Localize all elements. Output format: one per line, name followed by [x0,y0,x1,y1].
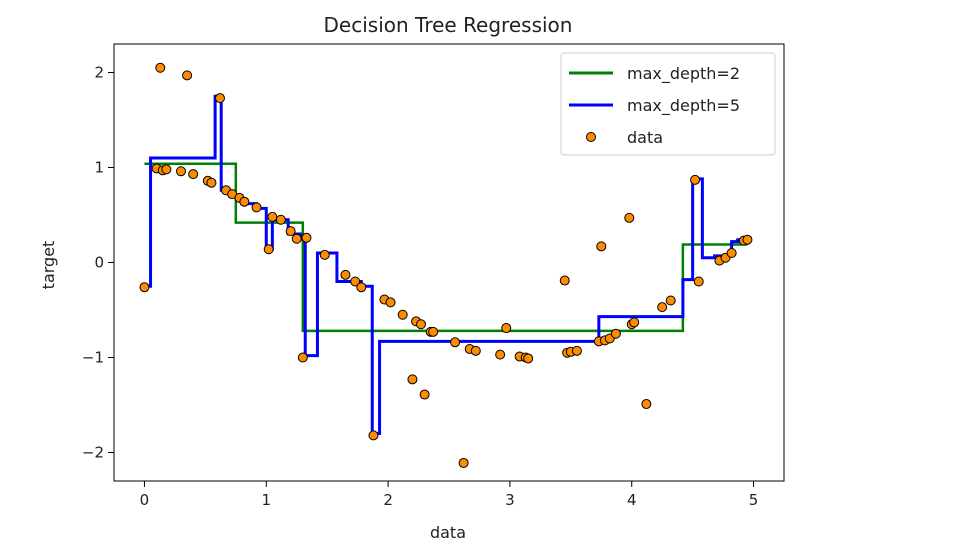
y-tick-label: 1 [94,159,104,177]
data-point [267,211,278,222]
data-point [596,241,607,252]
data-point [188,169,199,180]
data-point [263,244,274,255]
data-point [182,70,193,81]
data-point [176,166,186,177]
data-point [297,352,308,363]
legend-label-max-depth-5: max_depth=5 [627,96,740,116]
data-point [251,202,262,213]
data-point [641,399,652,410]
data-point [726,248,737,258]
y-axis-ticks: −2 −1 0 1 2 [82,64,114,462]
data-point [301,232,312,243]
data-point [624,212,635,223]
data-point [470,345,481,356]
data-point [139,282,150,293]
data-point [356,282,367,293]
data-point [458,457,469,468]
data-point [495,349,506,360]
x-tick-label: 3 [505,491,515,509]
data-point [742,234,753,245]
series-line-max-depth-2 [144,162,748,333]
data-point [428,326,439,337]
y-tick-label: 2 [94,64,104,82]
data-point [657,302,668,313]
x-tick-label: 4 [627,491,637,509]
y-tick-label: −1 [82,349,104,367]
y-axis-label: target [39,241,58,290]
y-tick-label: −2 [82,444,104,462]
data-point [319,249,330,260]
data-point [523,353,534,364]
data-point [206,177,217,188]
data-point [385,297,396,308]
data-point [629,317,640,328]
data-point [415,319,426,330]
scatter-layer [139,62,753,468]
data-point [239,196,250,207]
legend-label-max-depth-2: max_depth=2 [627,64,740,84]
data-point [407,374,418,385]
y-tick-label: 0 [94,254,104,272]
x-tick-label: 0 [140,491,150,509]
data-point [690,174,701,185]
data-point [665,295,676,306]
data-point [155,62,166,73]
x-axis-label: data [430,523,466,542]
data-point [368,430,379,441]
data-point [285,226,296,237]
data-point [501,323,512,334]
data-point [214,93,225,104]
data-point [559,275,570,286]
data-point [419,389,430,400]
legend-box [560,52,776,156]
x-tick-label: 5 [749,491,759,509]
data-point [291,233,302,244]
data-point [693,276,704,287]
data-point [350,276,361,287]
data-point [610,328,621,339]
data-point [275,214,286,225]
legend-swatch-data [586,132,596,142]
chart-title: Decision Tree Regression [324,13,573,37]
legend-label-data: data [627,128,663,147]
x-tick-label: 2 [383,491,393,509]
data-point [450,337,461,348]
legend: max_depth=2 max_depth=5 data [560,52,776,156]
data-point [571,345,582,356]
x-tick-label: 1 [261,491,271,509]
data-point [340,269,351,280]
x-axis-ticks: 0 1 2 3 4 5 [140,481,759,509]
data-point [397,309,408,320]
data-point [161,164,172,175]
